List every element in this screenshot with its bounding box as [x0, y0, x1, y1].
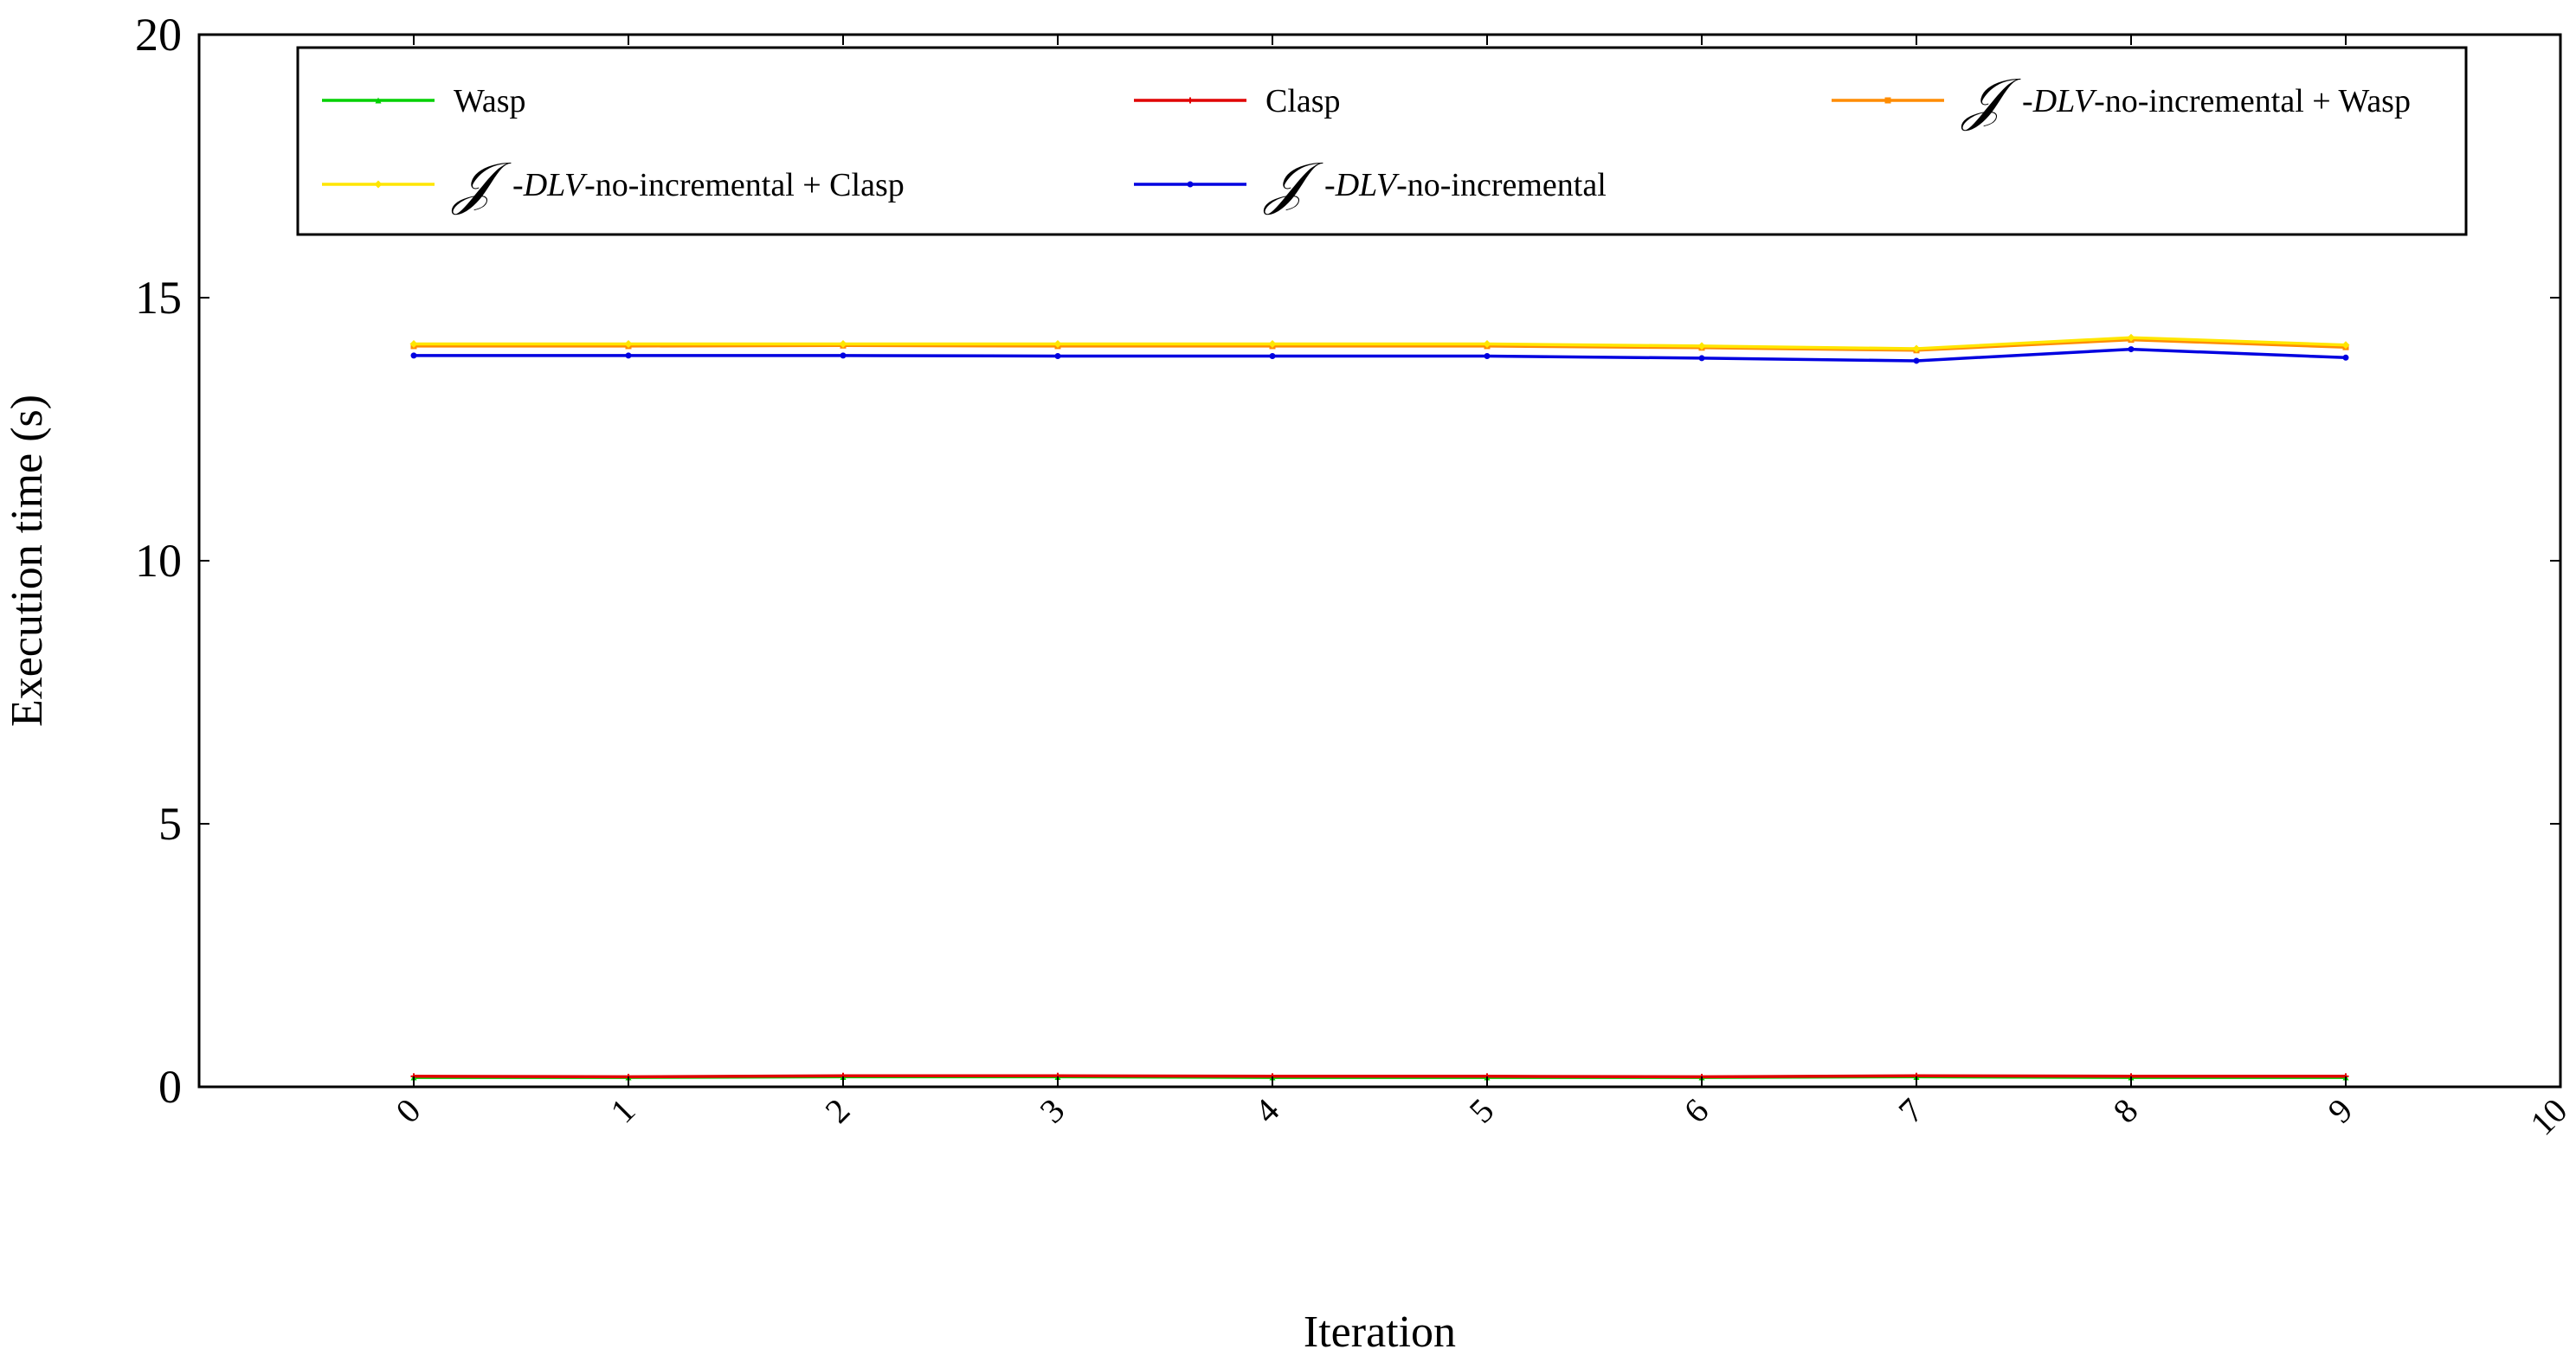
legend-item-idlv_wasp: 𝒥 -DLV-no-incremental + Wasp: [1832, 68, 2411, 132]
legend-label-clasp: Clasp: [1265, 83, 1341, 119]
legend-marker-idlv_clasp: [374, 180, 383, 189]
legend-item-idlv: 𝒥 -DLV-no-incremental: [1134, 152, 1607, 215]
data-point-idlv_clasp: [1697, 342, 1706, 350]
data-point-idlv: [1913, 357, 1920, 364]
data-point-idlv: [625, 352, 632, 359]
legend-marker-clasp: [1187, 97, 1194, 104]
data-point-idlv_clasp: [2127, 333, 2135, 342]
data-point-idlv_clasp: [1053, 340, 1062, 349]
data-point-idlv_clasp: [1912, 344, 1921, 353]
data-point-idlv_clasp: [1483, 340, 1491, 349]
legend-item-wasp: Wasp: [322, 83, 525, 119]
x-axis-title: Iteration: [1304, 1307, 1456, 1357]
data-point-idlv: [2128, 346, 2135, 353]
data-point-idlv_clasp: [839, 340, 847, 349]
legend-box: [296, 46, 2468, 236]
legend-label-idlv: 𝒥 -DLV-no-incremental: [1263, 152, 1607, 215]
legend-item-idlv_clasp: 𝒥 -DLV-no-incremental + Clasp: [322, 152, 905, 215]
data-point-idlv_clasp: [409, 340, 418, 349]
legend-marker-idlv: [1187, 181, 1194, 188]
series-line-idlv_wasp: [414, 337, 2347, 352]
data-point-idlv_clasp: [624, 340, 633, 349]
data-point-idlv: [1269, 352, 1276, 359]
series-line-idlv_clasp: [414, 336, 2347, 350]
y-axis-title: Execution time (s): [3, 395, 52, 727]
legend-item-clasp: Clasp: [1134, 83, 1341, 119]
legend-marker-idlv_wasp: [1884, 97, 1891, 104]
data-point-idlv: [1054, 352, 1061, 359]
y-tick-label: 10: [135, 535, 182, 587]
legend-label-idlv_wasp: 𝒥 -DLV-no-incremental + Wasp: [1961, 68, 2411, 132]
data-point-idlv: [1698, 355, 1705, 362]
legend-label-wasp: Wasp: [454, 83, 525, 119]
data-point-idlv: [2342, 354, 2349, 361]
data-point-idlv_clasp: [2341, 341, 2350, 350]
data-point-idlv: [410, 352, 417, 359]
series-idlv: [410, 346, 2349, 364]
legend: Wasp Clasp 𝒥 -DLV-no-incremental + Wasp 𝒥 -…: [296, 46, 2468, 236]
y-tick-label: 0: [158, 1061, 182, 1113]
data-point-idlv_clasp: [1268, 340, 1277, 349]
data-point-idlv: [840, 352, 847, 359]
y-tick-label: 20: [135, 9, 182, 61]
series-line-idlv: [414, 347, 2347, 363]
series-idlv_clasp: [409, 333, 2350, 353]
legend-marker-wasp: [375, 97, 382, 104]
y-tick-label: 5: [158, 798, 182, 850]
y-tick-label: 15: [135, 272, 182, 324]
legend-label-idlv_clasp: 𝒥 -DLV-no-incremental + Clasp: [451, 152, 905, 215]
data-point-idlv: [1484, 352, 1491, 359]
